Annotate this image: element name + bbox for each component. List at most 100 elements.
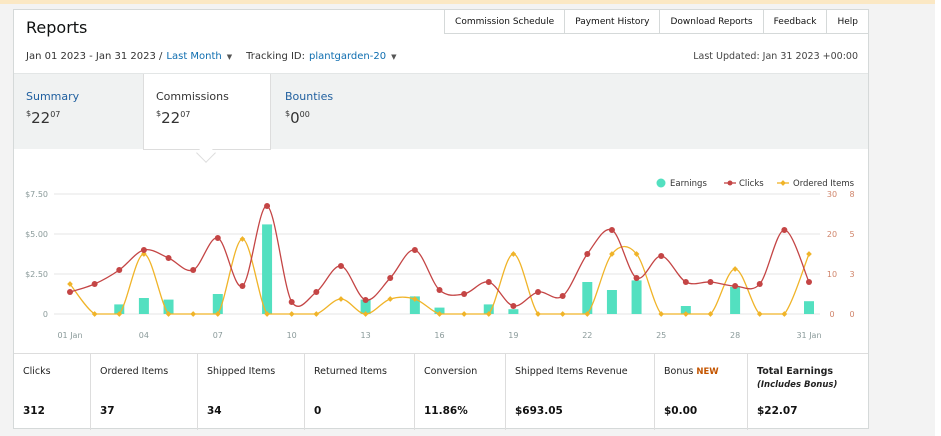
y-items-tick-label: 3 xyxy=(849,270,854,279)
ordered-items-point xyxy=(461,311,467,317)
stat-label: Shipped Items xyxy=(207,366,276,377)
stat-bonus: Bonus NEW $0.00 xyxy=(655,354,748,430)
clicks-point xyxy=(165,255,172,261)
legend-label: Ordered Items xyxy=(793,179,855,189)
clicks-point xyxy=(239,283,246,289)
clicks-point xyxy=(140,247,147,253)
earnings-bar xyxy=(483,304,494,314)
tab-label: Commissions xyxy=(156,90,229,103)
clicks-point xyxy=(67,289,73,295)
ordered-items-point xyxy=(313,311,320,317)
stat-label: Total Earnings (Includes Bonus) xyxy=(757,366,838,390)
stat-ordered-items: Ordered Items 37 xyxy=(91,354,198,430)
earnings-bar xyxy=(409,296,420,314)
ordered-items-point xyxy=(485,311,492,317)
stat-value: 0 xyxy=(314,405,322,417)
clicks-point xyxy=(116,267,123,273)
stat-label: Shipped Items Revenue xyxy=(515,366,628,377)
x-tick-label: 19 xyxy=(508,331,518,340)
earnings-bar xyxy=(114,304,125,314)
payment-history-link[interactable]: Payment History xyxy=(565,9,661,34)
earnings-bar xyxy=(508,309,519,314)
x-tick-label: 22 xyxy=(582,331,592,340)
ordered-items-point xyxy=(264,311,270,317)
ordered-items-point xyxy=(584,311,591,317)
ordered-items-point xyxy=(165,311,172,317)
ordered-items-point xyxy=(91,311,98,317)
stat-value: $22.07 xyxy=(757,405,798,417)
ordered-items-point xyxy=(239,236,246,242)
earnings-bar xyxy=(680,306,691,314)
y-left-tick-label: 0 xyxy=(43,310,48,319)
stat-sublabel: (Includes Bonus) xyxy=(757,380,838,390)
x-tick-label: 16 xyxy=(434,331,444,340)
earnings-bar xyxy=(606,290,617,314)
ordered-items-point xyxy=(116,311,123,317)
y-left-tick-label: $7.50 xyxy=(25,190,48,199)
ordered-items-point xyxy=(756,311,763,317)
top-links-bar: Commission Schedule Payment History Down… xyxy=(444,9,869,34)
chevron-down-icon: ▼ xyxy=(391,53,397,61)
stat-clicks: Clicks 312 xyxy=(14,354,91,430)
ordered-items-point xyxy=(535,311,541,317)
tracking-id-value: plantgarden-20 xyxy=(308,51,387,62)
stat-shipped-items: Shipped Items 34 xyxy=(198,354,305,430)
ordered-items-point xyxy=(781,311,788,317)
clicks-point xyxy=(436,287,443,293)
tab-summary[interactable]: Summary $2207 xyxy=(14,74,144,150)
clicks-point xyxy=(362,297,369,303)
y-left-tick-label: $5.00 xyxy=(25,230,48,239)
earnings-chart: $7.50 30 8$5.00 20 5$2.50 10 30 0 001 Jan 04 07 10 1… xyxy=(25,178,855,340)
ordered-items-point xyxy=(609,251,615,257)
tab-value: $2207 xyxy=(156,109,191,127)
stat-value: 34 xyxy=(207,405,222,417)
earnings-legend-swatch xyxy=(656,178,666,188)
tab-value: $000 xyxy=(285,109,310,127)
ordered-items-point xyxy=(658,311,665,317)
x-tick-label: 10 xyxy=(287,331,297,340)
clicks-point xyxy=(658,253,665,259)
clicks-point xyxy=(756,281,763,287)
clicks-point xyxy=(682,279,689,285)
x-tick-label: 25 xyxy=(656,331,666,340)
y-clicks-tick-label: 20 xyxy=(827,230,837,239)
tracking-id-dropdown[interactable]: plantgarden-20 ▼ xyxy=(305,51,411,62)
feedback-link[interactable]: Feedback xyxy=(763,9,828,34)
ordered-items-point xyxy=(362,311,369,317)
clicks-point xyxy=(485,279,492,285)
tab-commissions[interactable]: Commissions $2207 xyxy=(143,74,271,150)
earnings-bar xyxy=(730,286,741,314)
stat-shipped-revenue: Shipped Items Revenue $693.05 xyxy=(506,354,655,430)
tab-label: Summary xyxy=(26,90,80,103)
legend-label: Clicks xyxy=(739,179,764,189)
commission-schedule-link[interactable]: Commission Schedule xyxy=(444,9,566,34)
clicks-point xyxy=(288,299,295,305)
earnings-bar xyxy=(582,282,593,314)
help-link[interactable]: Help xyxy=(827,9,869,34)
stat-total-earnings: Total Earnings (Includes Bonus) $22.07 xyxy=(748,354,868,430)
clicks-point xyxy=(707,279,714,285)
tracking-label: Tracking ID: xyxy=(246,51,305,62)
download-reports-link[interactable]: Download Reports xyxy=(660,9,764,34)
stat-returned-items: Returned Items 0 xyxy=(305,354,415,430)
stat-conversion: Conversion 11.86% xyxy=(415,354,506,430)
stat-label: Bonus NEW xyxy=(664,366,719,377)
ordered-items-line xyxy=(69,238,810,315)
y-items-tick-label: 5 xyxy=(849,230,854,239)
ordered-items-point xyxy=(707,311,714,317)
earnings-bar xyxy=(163,299,174,314)
period-dropdown[interactable]: Last Month ▼ xyxy=(162,51,246,62)
earnings-bar xyxy=(212,294,223,314)
date-range: Jan 01 2023 - Jan 31 2023 / xyxy=(26,51,163,62)
ordered-items-point xyxy=(559,311,566,317)
clicks-point xyxy=(806,279,812,285)
clicks-point xyxy=(510,303,517,309)
stat-label: Ordered Items xyxy=(100,366,169,377)
stat-value: 11.86% xyxy=(424,405,468,417)
ordered-items-point xyxy=(806,251,812,257)
tab-bounties[interactable]: Bounties $000 xyxy=(273,74,403,150)
earnings-bar xyxy=(262,224,273,314)
x-tick-label: 01 Jan xyxy=(57,331,82,340)
ordered-items-point xyxy=(732,266,738,272)
y-items-tick-label: 0 xyxy=(849,310,854,319)
